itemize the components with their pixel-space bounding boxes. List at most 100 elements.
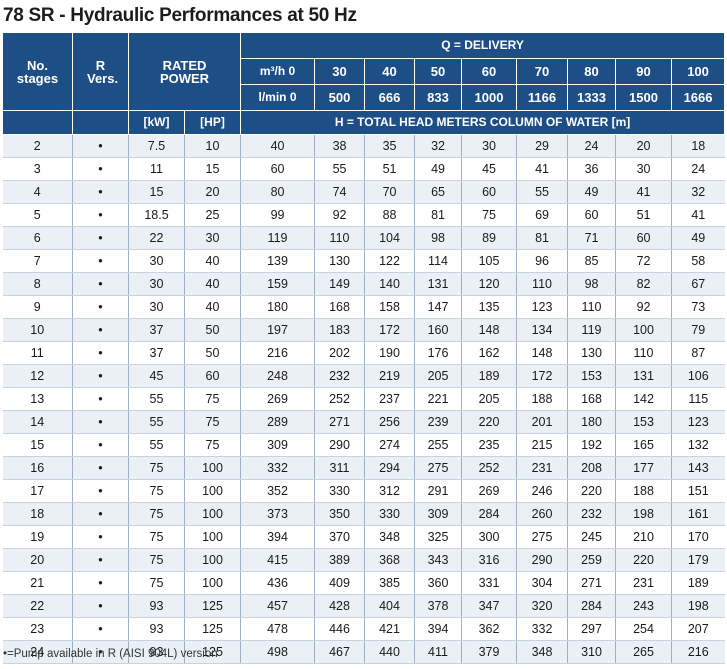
cell-head-70: 29: [516, 134, 569, 158]
cell-head-80: 245: [567, 525, 617, 549]
cell-head-30: 311: [314, 456, 366, 480]
cell-head-0: 180: [240, 295, 316, 319]
cell-stages: 7: [2, 249, 73, 273]
cell-stages: 11: [2, 341, 73, 365]
cell-stages: 20: [2, 548, 73, 572]
cell-stages: 23: [2, 617, 73, 641]
table-row: 2 • 7.5 10 40 38 35 32 30 29 24 20 18: [2, 134, 725, 158]
cell-head-80: 220: [567, 479, 617, 503]
header-flow-lmin: 1500: [615, 84, 673, 111]
cell-head-70: 320: [516, 594, 569, 618]
cell-head-40: 440: [364, 640, 416, 664]
cell-head-40: 274: [364, 433, 416, 457]
cell-stages: 3: [2, 157, 73, 181]
table-row: 22 • 93 125 457 428 404 378 347 320 284 243 198: [2, 594, 725, 618]
cell-hp: 15: [184, 157, 242, 181]
cell-head-50: 131: [414, 272, 463, 296]
cell-head-30: 149: [314, 272, 366, 296]
cell-head-40: 88: [364, 203, 416, 227]
cell-head-0: 139: [240, 249, 316, 273]
cell-head-100: 151: [671, 479, 725, 503]
cell-head-40: 172: [364, 318, 416, 342]
cell-head-100: 198: [671, 594, 725, 618]
cell-head-80: 71: [567, 226, 617, 250]
header-flow-m3h: 100: [671, 58, 726, 85]
cell-head-30: 467: [314, 640, 366, 664]
cell-head-70: 231: [516, 456, 569, 480]
cell-head-30: 110: [314, 226, 366, 250]
header-flow-m3h: 80: [567, 58, 617, 85]
cell-head-50: 343: [414, 548, 463, 572]
cell-head-100: 73: [671, 295, 725, 319]
table-row: 20 • 75 100 415 389 368 343 316 290 259 220 179: [2, 548, 725, 572]
cell-head-90: 177: [615, 456, 673, 480]
cell-head-80: 180: [567, 410, 617, 434]
cell-hp: 100: [184, 548, 242, 572]
cell-head-100: 79: [671, 318, 725, 342]
cell-head-0: 197: [240, 318, 316, 342]
cell-head-0: 80: [240, 180, 316, 204]
cell-head-0: 498: [240, 640, 316, 664]
table-row: 17 • 75 100 352 330 312 291 269 246 220 188 151: [2, 479, 725, 503]
cell-head-30: 92: [314, 203, 366, 227]
cell-head-30: 350: [314, 502, 366, 526]
cell-hp: 125: [184, 594, 242, 618]
cell-head-70: 123: [516, 295, 569, 319]
cell-stages: 18: [2, 502, 73, 526]
cell-head-80: 168: [567, 387, 617, 411]
cell-stages: 19: [2, 525, 73, 549]
cell-head-70: 290: [516, 548, 569, 572]
cell-r-version: •: [72, 226, 129, 250]
cell-head-80: 85: [567, 249, 617, 273]
cell-head-60: 316: [461, 548, 518, 572]
cell-head-40: 348: [364, 525, 416, 549]
cell-head-60: 162: [461, 341, 518, 365]
cell-head-80: 310: [567, 640, 617, 664]
cell-head-40: 122: [364, 249, 416, 273]
cell-head-60: 347: [461, 594, 518, 618]
cell-head-30: 446: [314, 617, 366, 641]
cell-head-100: 18: [671, 134, 725, 158]
cell-r-version: •: [72, 341, 129, 365]
cell-r-version: •: [72, 364, 129, 388]
cell-head-70: 41: [516, 157, 569, 181]
cell-head-90: 60: [615, 226, 673, 250]
cell-head-90: 243: [615, 594, 673, 618]
cell-head-40: 312: [364, 479, 416, 503]
cell-head-50: 32: [414, 134, 463, 158]
cell-head-60: 135: [461, 295, 518, 319]
cell-head-40: 385: [364, 571, 416, 595]
cell-head-90: 41: [615, 180, 673, 204]
cell-r-version: •: [72, 295, 129, 319]
cell-stages: 10: [2, 318, 73, 342]
cell-head-70: 304: [516, 571, 569, 595]
cell-head-60: 45: [461, 157, 518, 181]
cell-head-70: 81: [516, 226, 569, 250]
cell-head-100: 106: [671, 364, 725, 388]
header-flow-lmin: 666: [364, 84, 416, 111]
cell-head-40: 158: [364, 295, 416, 319]
cell-kw: 45: [128, 364, 185, 388]
cell-head-50: 291: [414, 479, 463, 503]
cell-hp: 125: [184, 617, 242, 641]
cell-head-100: 115: [671, 387, 725, 411]
header-r-vers: R Vers.: [72, 32, 129, 111]
cell-head-0: 216: [240, 341, 316, 365]
cell-head-70: 148: [516, 341, 569, 365]
cell-head-70: 332: [516, 617, 569, 641]
cell-head-80: 271: [567, 571, 617, 595]
cell-head-90: 254: [615, 617, 673, 641]
cell-head-50: 147: [414, 295, 463, 319]
table-body: 2 • 7.5 10 40 38 35 32 30 29 24 20 18 3 • 11 15 60 55 51 49 4…: [2, 134, 725, 664]
cell-head-90: 20: [615, 134, 673, 158]
cell-head-50: 205: [414, 364, 463, 388]
cell-head-0: 309: [240, 433, 316, 457]
cell-head-50: 255: [414, 433, 463, 457]
cell-head-90: 198: [615, 502, 673, 526]
header-rated-power: RATED POWER: [127, 32, 242, 111]
cell-hp: 40: [184, 272, 242, 296]
cell-kw: 75: [128, 502, 185, 526]
cell-head-50: 378: [414, 594, 463, 618]
cell-head-100: 179: [671, 548, 725, 572]
